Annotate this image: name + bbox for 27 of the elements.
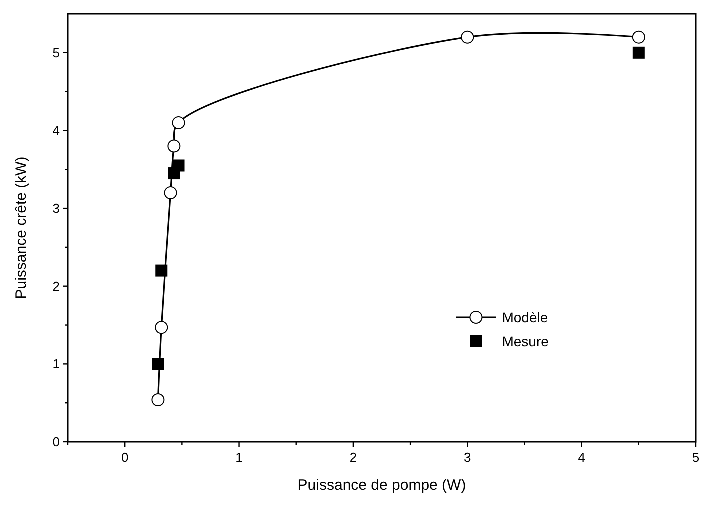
x-tick-label: 5 (692, 450, 700, 465)
y-tick-label: 3 (52, 201, 60, 216)
point (152, 393, 165, 406)
y-tick-label: 4 (52, 123, 60, 138)
point (172, 116, 186, 130)
point (155, 321, 168, 334)
legend-label: Mesure (502, 333, 550, 350)
y-tick-label: 5 (52, 45, 60, 60)
point (164, 186, 178, 200)
legend-label: Modèle (502, 309, 548, 326)
point (168, 140, 181, 153)
y-tick-label: 0 (52, 434, 60, 450)
x-tick-label: 3 (464, 450, 472, 465)
x-tick-label: 0 (121, 450, 129, 465)
point (632, 30, 646, 44)
y-tick-label: 1 (52, 356, 60, 372)
x-tick-label: 1 (236, 450, 243, 465)
x-axis-title: Puissance de pompe (W) (298, 477, 466, 494)
point (156, 264, 168, 277)
point (461, 30, 474, 44)
point (172, 160, 185, 172)
point (152, 358, 164, 370)
x-tick-label: 2 (350, 450, 358, 465)
x-tick-label: 4 (578, 450, 586, 465)
point (632, 46, 645, 59)
y-tick-label: 2 (52, 278, 60, 294)
y-axis-title: Puissance crête (kW) (13, 156, 30, 300)
